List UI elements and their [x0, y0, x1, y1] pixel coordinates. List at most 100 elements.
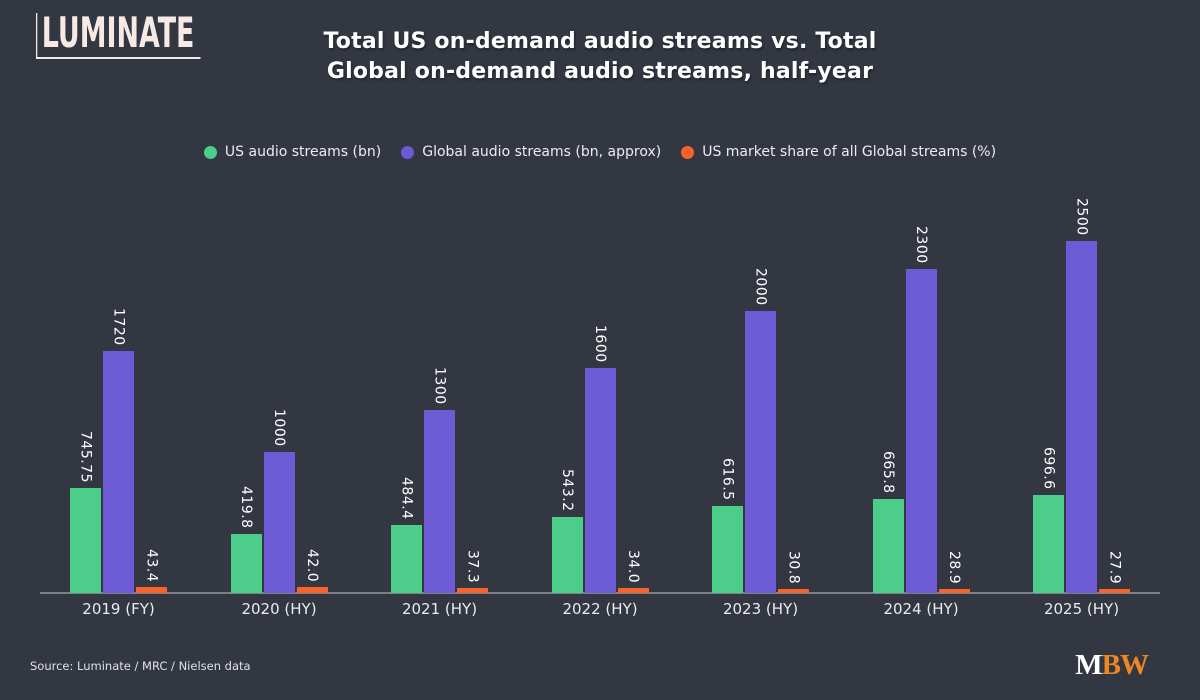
bar-group: 543.2 1600 34.0 2022 (HY): [551, 170, 649, 618]
chart-title-line1: Total US on-demand audio streams vs. Tot…: [323, 29, 877, 54]
global-streams-bar: [103, 351, 134, 593]
us-streams-value-label: 419.8: [238, 486, 254, 529]
market-share-value-label: 43.4: [143, 548, 160, 582]
us-streams-value-label: 696.6: [1040, 447, 1057, 490]
bar-group: 484.4 1300 37.3 2021 (HY): [391, 170, 488, 618]
legend-dot-icon: [401, 145, 415, 159]
us-streams-bar: [230, 534, 262, 593]
legend-label: Global audio streams (bn, approx): [422, 144, 662, 160]
x-axis-label: 2021 (HY): [401, 600, 478, 618]
global-streams-value-label: 1300: [431, 367, 448, 405]
global-streams-value-label: 2000: [752, 268, 769, 306]
legend-dot-icon: [681, 145, 695, 159]
legend-label: US audio streams (bn): [224, 144, 382, 160]
market-share-column: 43.4: [136, 170, 167, 593]
x-axis-label: 2023 (HY): [722, 600, 799, 618]
legend: US audio streams (bn) Global audio stream…: [0, 144, 1200, 160]
legend-item-global-streams: Global audio streams (bn, approx): [401, 144, 661, 160]
global-streams-bar: [1066, 241, 1097, 593]
global-streams-value-label: 1600: [592, 325, 608, 363]
market-share-bar: [296, 587, 328, 593]
x-axis-label: 2020 (HY): [241, 600, 317, 618]
bar-group: 616.5 2000 30.8 2023 (HY): [712, 170, 809, 618]
bar-chart: 745.75 1720 43.4 2019 (FY) 419.8 1000 42.0 2020…: [40, 170, 1160, 618]
market-share-bar: [457, 588, 488, 593]
us-streams-value-label: 665.8: [880, 451, 896, 494]
x-axis-label: 2022 (HY): [562, 600, 638, 618]
bar-group-bars: 543.2 1600 34.0: [551, 170, 649, 593]
us-streams-bar: [872, 499, 904, 593]
us-streams-column: 543.2: [551, 170, 583, 593]
bar-group-bars: 696.6 2500 27.9: [1033, 170, 1130, 593]
bar-group-bars: 484.4 1300 37.3: [391, 170, 488, 593]
x-axis-label: 2025 (HY): [1043, 600, 1120, 618]
mbw-logo-m: M: [1075, 649, 1102, 681]
global-streams-value-label: 2500: [1073, 198, 1090, 236]
mbw-logo: MBW: [1075, 649, 1149, 682]
global-streams-value-label: 1720: [110, 308, 127, 346]
us-streams-column: 419.8: [230, 170, 262, 593]
market-share-bar: [938, 589, 970, 593]
market-share-bar: [1099, 589, 1130, 593]
global-streams-column: 2500: [1066, 170, 1097, 593]
us-streams-column: 616.5: [712, 170, 743, 593]
global-streams-bar: [745, 311, 776, 593]
global-streams-column: 2000: [745, 170, 776, 593]
global-streams-column: 1300: [424, 170, 455, 593]
chart-title: Total US on-demand audio streams vs. Tot…: [0, 27, 1200, 87]
us-streams-bar: [70, 488, 101, 593]
market-share-value-label: 28.9: [946, 550, 962, 584]
legend-item-market-share: US market share of all Global streams (%…: [681, 144, 996, 160]
global-streams-bar: [424, 410, 455, 593]
mbw-logo-bw: BW: [1101, 649, 1149, 681]
us-streams-value-label: 745.75: [77, 431, 94, 483]
us-streams-column: 696.6: [1033, 170, 1064, 593]
luminate-logo: LUMINATE: [36, 8, 201, 59]
market-share-value-label: 42.0: [304, 548, 320, 582]
market-share-bar: [778, 589, 809, 593]
market-share-column: 34.0: [617, 170, 649, 593]
legend-item-us-streams: US audio streams (bn): [203, 144, 382, 160]
bar-group: 665.8 2300 28.9 2024 (HY): [872, 170, 970, 618]
us-streams-bar: [391, 525, 422, 593]
bar-groups: 745.75 1720 43.4 2019 (FY) 419.8 1000 42.0 2020…: [40, 170, 1160, 618]
bar-group-bars: 665.8 2300 28.9: [872, 170, 970, 593]
us-streams-bar: [712, 506, 743, 593]
market-share-bar: [136, 587, 167, 593]
us-streams-value-label: 484.4: [398, 477, 415, 520]
global-streams-column: 1600: [584, 170, 616, 593]
luminate-logo-text: LUMINATE: [41, 8, 195, 57]
us-streams-value-label: 616.5: [719, 458, 736, 501]
us-streams-value-label: 543.2: [559, 469, 575, 512]
global-streams-column: 2300: [905, 170, 937, 593]
us-streams-bar: [551, 517, 583, 593]
global-streams-bar: [905, 269, 937, 593]
global-streams-bar: [263, 452, 295, 593]
chart-title-line2: Global on-demand audio streams, half-yea…: [326, 59, 874, 84]
market-share-column: 42.0: [296, 170, 328, 593]
market-share-column: 37.3: [457, 170, 488, 593]
global-streams-column: 1000: [263, 170, 295, 593]
market-share-value-label: 34.0: [625, 549, 641, 583]
global-streams-value-label: 1000: [271, 409, 287, 447]
global-streams-value-label: 2300: [913, 226, 929, 264]
x-axis-label: 2024 (HY): [883, 600, 959, 618]
legend-dot-icon: [203, 145, 217, 159]
us-streams-column: 484.4: [391, 170, 422, 593]
global-streams-bar: [584, 368, 616, 593]
source-note: Source: Luminate / MRC / Nielsen data: [30, 659, 251, 673]
market-share-value-label: 27.9: [1106, 550, 1123, 584]
bar-group-bars: 616.5 2000 30.8: [712, 170, 809, 593]
us-streams-column: 745.75: [70, 170, 101, 593]
market-share-column: 27.9: [1099, 170, 1130, 593]
bar-group: 419.8 1000 42.0 2020 (HY): [230, 170, 328, 618]
legend-label: US market share of all Global streams (%…: [702, 144, 997, 160]
market-share-value-label: 37.3: [464, 549, 481, 583]
global-streams-column: 1720: [103, 170, 134, 593]
bar-group-bars: 419.8 1000 42.0: [230, 170, 328, 593]
market-share-bar: [617, 588, 649, 593]
us-streams-bar: [1033, 495, 1064, 593]
market-share-value-label: 30.8: [785, 550, 802, 584]
market-share-column: 30.8: [778, 170, 809, 593]
bar-group: 696.6 2500 27.9 2025 (HY): [1033, 170, 1130, 618]
